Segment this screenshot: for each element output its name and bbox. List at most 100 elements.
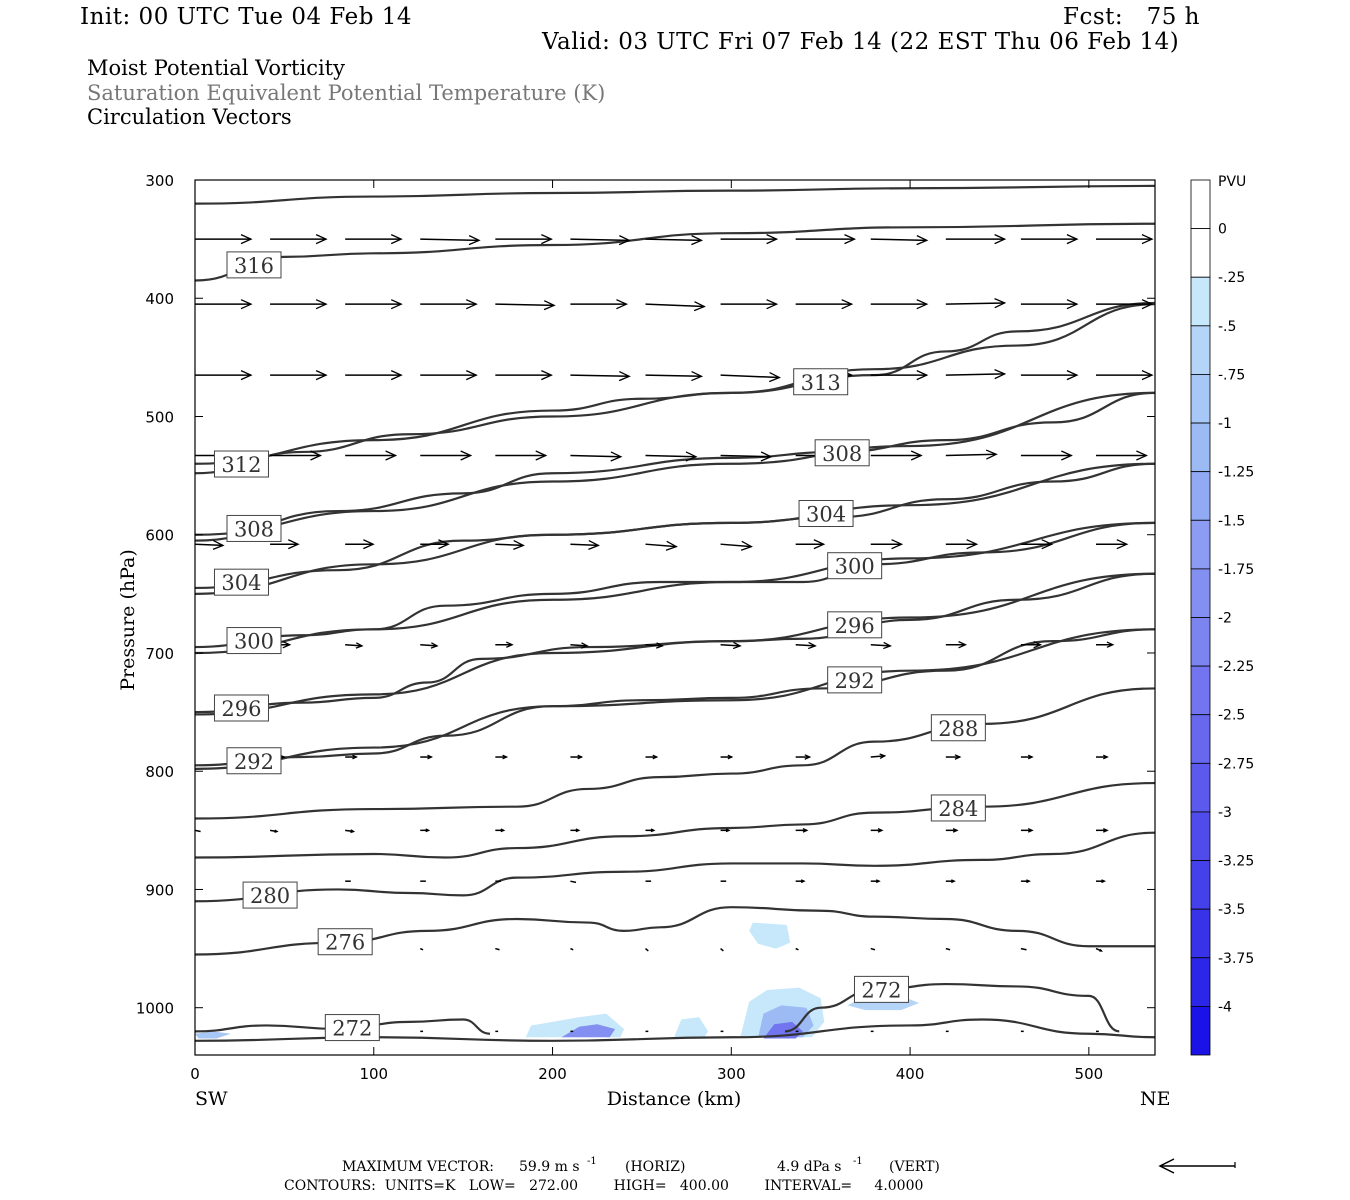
vector-head (1116, 539, 1129, 550)
contour-label-box (853, 975, 909, 1003)
colorbar-swatch (1190, 568, 1211, 618)
y-tick-label: 700 (145, 645, 174, 663)
circulation-vector (645, 451, 698, 462)
contour-label-box (213, 694, 269, 722)
vector-head (1066, 299, 1079, 310)
vector-head (1141, 370, 1154, 381)
circulation-vector (945, 298, 1007, 309)
circulation-vector (420, 370, 478, 381)
circulation-vector (1020, 641, 1043, 649)
circulation-vector (270, 299, 328, 310)
contour-label-box (226, 747, 282, 775)
vector-shaft (570, 947, 574, 951)
circulation-vector (345, 642, 364, 649)
max-horiz-value: 59.9 m s (519, 1159, 580, 1175)
colorbar-tick-label: -2.5 (1218, 708, 1245, 724)
circulation-vector (870, 450, 923, 461)
circulation-vector (420, 754, 434, 760)
vector-head (1103, 827, 1109, 833)
vector-shaft (570, 880, 577, 884)
theta-e-contour-line (784, 982, 1120, 1033)
circulation-vector (1096, 234, 1154, 245)
circulation-vector (645, 948, 649, 952)
contour-label: 292 (234, 750, 274, 774)
contour-label-box (814, 439, 870, 467)
colorbar-tick-label: -2.25 (1218, 659, 1254, 675)
circulation-vector (720, 372, 781, 383)
circulation-vector (1096, 641, 1115, 648)
vector-head (665, 540, 678, 551)
circulation-vector (270, 539, 300, 550)
vector-shaft (795, 643, 816, 647)
pv-shaded-region (749, 922, 791, 949)
colorbar-tick-label: -.75 (1218, 367, 1245, 383)
vector-head (883, 641, 892, 650)
vector-head (577, 754, 584, 760)
circulation-vector (795, 827, 809, 833)
vector-head (427, 754, 434, 760)
circulation-vector (1096, 754, 1109, 760)
vector-head (315, 370, 328, 381)
colorbar-tick-label: -.5 (1218, 319, 1236, 335)
vector-head (355, 642, 364, 649)
circulation-vector (1096, 879, 1106, 884)
vector-head (315, 299, 328, 310)
circulation-vector (870, 879, 881, 884)
colorbar-swatch (1190, 714, 1211, 764)
circulation-vector (945, 827, 959, 833)
circulation-vector (720, 641, 742, 650)
vector-shaft (645, 238, 702, 242)
circulation-vector (645, 754, 659, 760)
vector-head (502, 754, 509, 760)
vector-head (430, 642, 439, 649)
circulation-vector (870, 235, 929, 246)
vector-head (910, 450, 923, 461)
colorbar-swatch (1190, 665, 1211, 716)
circulation-vector (270, 370, 328, 381)
forecast-hour: Fcst: 75 h (1063, 4, 1200, 30)
vector-head (390, 234, 403, 245)
contour-label-box (213, 568, 269, 596)
circulation-vector (345, 829, 356, 834)
x-left-endpoint: SW (195, 1088, 228, 1110)
vector-shaft (570, 454, 621, 458)
circulation-vector (945, 641, 968, 649)
contour-label: 296 (835, 614, 875, 638)
vector-head (1106, 641, 1115, 648)
contour-label-box (827, 666, 883, 694)
circulation-vector (570, 371, 631, 382)
y-tick-label: 800 (145, 763, 174, 781)
vector-head (1041, 539, 1054, 550)
contour-label-box (213, 450, 269, 478)
circulation-vector (345, 754, 358, 760)
vector-head (541, 370, 553, 381)
contour-label: 304 (221, 571, 261, 595)
vector-shaft (795, 947, 799, 951)
vector-head (282, 641, 292, 649)
circulation-vector (1020, 947, 1027, 951)
circulation-vector (1096, 827, 1109, 833)
circulation-vector (570, 828, 581, 833)
circulation-vector (195, 234, 253, 245)
vector-head (725, 828, 731, 833)
vector-head (1141, 299, 1154, 310)
vector-shaft (945, 302, 1005, 305)
vector-head (958, 641, 968, 649)
vector-head (994, 298, 1007, 309)
circulation-vector (195, 370, 253, 381)
circulation-vector (1096, 539, 1129, 550)
vector-shaft (645, 374, 702, 378)
contour-label: 312 (221, 453, 261, 477)
vector-shaft (945, 373, 1005, 376)
vector-head (951, 879, 956, 884)
colorbar-tick-label: -2 (1218, 611, 1232, 627)
x-tick-label: 400 (896, 1065, 925, 1083)
vector-shaft (645, 643, 663, 647)
vector-head (575, 828, 581, 833)
circulation-vector (795, 641, 817, 650)
vector-head (802, 827, 809, 833)
max-vert-value: 4.9 dPa s (777, 1159, 841, 1175)
vector-head (652, 754, 659, 760)
circulation-vector (945, 539, 979, 550)
